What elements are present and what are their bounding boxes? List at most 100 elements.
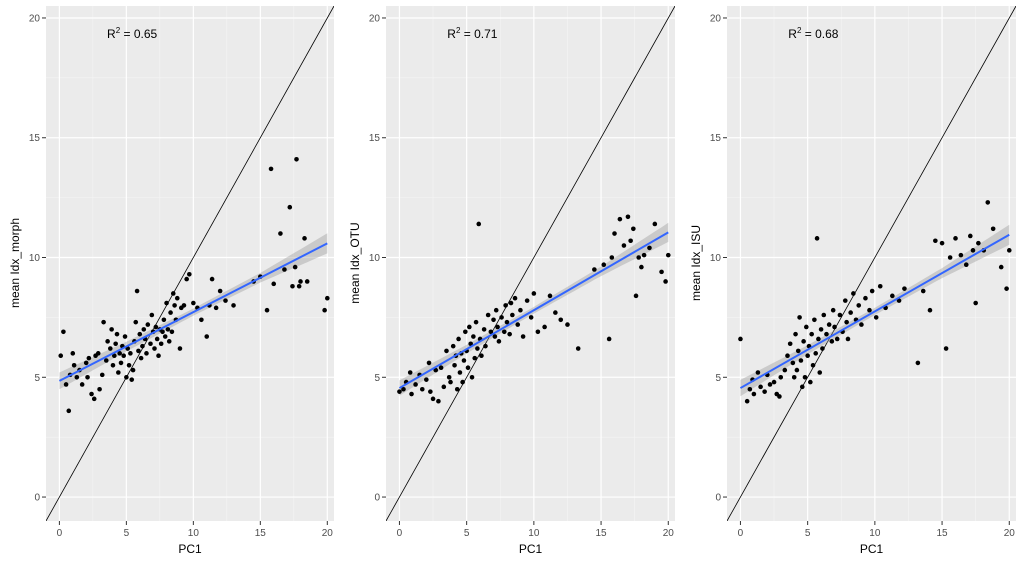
x-tick-label: 10 — [188, 528, 200, 539]
data-point — [97, 386, 102, 392]
data-point — [821, 312, 827, 318]
data-point — [808, 379, 813, 385]
data-point — [156, 353, 161, 359]
y-tick-label: 15 — [29, 133, 41, 144]
data-point — [665, 252, 671, 258]
scatter-panel-otu: mean Idx_OTU 0 5 10 15 20 0 5 10 15 20 R2 = 0.71 PC… — [348, 6, 675, 556]
data-point — [496, 339, 502, 344]
data-point — [118, 360, 124, 366]
data-point — [433, 367, 439, 373]
data-point — [128, 351, 133, 356]
data-point — [160, 329, 165, 335]
data-point — [204, 334, 210, 339]
x-tick-label: 0 — [57, 528, 63, 539]
data-point — [456, 336, 461, 342]
data-point — [430, 396, 436, 402]
data-point — [287, 204, 293, 210]
r-squared-value: = 0.71 — [460, 27, 497, 41]
x-axis-label: PC1 — [178, 542, 202, 556]
data-point — [848, 310, 853, 315]
data-point — [518, 307, 523, 313]
data-point — [798, 358, 804, 363]
data-point — [609, 255, 615, 260]
data-point — [863, 295, 868, 301]
data-point — [83, 360, 89, 366]
data-point — [617, 216, 623, 222]
data-point — [639, 264, 644, 270]
y-tick-label: 20 — [29, 13, 41, 24]
data-point — [170, 291, 176, 296]
data-point — [767, 382, 773, 387]
data-point — [450, 343, 456, 349]
data-point — [191, 300, 196, 306]
data-point — [805, 353, 810, 359]
data-point — [290, 283, 295, 289]
data-point — [631, 226, 636, 232]
data-point — [101, 319, 106, 325]
y-tick-label: 5 — [374, 373, 380, 384]
data-point — [778, 374, 784, 380]
y-tick-label: 0 — [374, 493, 380, 504]
data-point — [426, 360, 432, 366]
data-point — [943, 346, 949, 351]
data-point — [413, 382, 418, 387]
data-point — [762, 389, 767, 394]
data-point — [832, 324, 837, 330]
r-squared-superscript: 2 — [456, 26, 461, 35]
data-point — [920, 288, 926, 294]
data-point — [512, 295, 518, 301]
data-point — [121, 353, 126, 359]
data-point — [109, 327, 114, 332]
data-point — [565, 322, 570, 327]
data-point — [842, 298, 848, 303]
data-point — [503, 303, 508, 308]
data-point — [856, 303, 862, 308]
data-point — [174, 295, 180, 301]
ylabel-morph: mean Idx_morph — [8, 218, 22, 308]
x-tick-label: 10 — [528, 528, 540, 539]
data-point — [181, 303, 187, 308]
data-point — [66, 408, 72, 414]
x-tick-label: 15 — [255, 528, 267, 539]
data-point — [217, 288, 223, 294]
data-point — [85, 374, 90, 380]
r-squared-annotation: R2 = 0.71 — [447, 26, 497, 41]
data-point — [296, 283, 302, 289]
data-point — [441, 384, 447, 390]
data-point — [515, 322, 521, 327]
data-point — [61, 329, 66, 335]
data-point — [801, 339, 806, 344]
data-point — [535, 329, 541, 335]
y-tick-label: 10 — [29, 253, 41, 264]
data-point — [322, 307, 327, 313]
data-point — [149, 312, 155, 318]
data-point — [547, 293, 553, 299]
r-squared-base: R — [447, 27, 456, 41]
data-point — [278, 231, 283, 236]
data-point — [136, 348, 141, 354]
data-point — [475, 346, 480, 351]
data-point — [785, 353, 790, 359]
scatter-panel-morph: mean Idx_morph 0 5 10 15 20 0 5 10 15 20 R2 = 0.65… — [8, 6, 334, 556]
data-point — [625, 214, 631, 220]
data-point — [264, 307, 270, 313]
data-point — [845, 336, 851, 342]
data-point — [859, 322, 864, 327]
data-point — [409, 391, 414, 397]
data-point — [471, 334, 476, 339]
data-point — [141, 327, 147, 332]
data-point — [575, 346, 581, 351]
identity-line — [46, 6, 334, 521]
data-point — [501, 329, 507, 335]
data-point — [802, 374, 808, 380]
data-point — [95, 351, 101, 356]
ylabel-isu: mean Idx_ISU — [689, 225, 703, 301]
data-point — [933, 238, 938, 244]
scatter-panel-isu: mean Idx_ISU 0 5 10 15 20 0 5 10 15 20 R2 = 0.68 PC… — [689, 6, 1016, 556]
data-point — [492, 334, 498, 339]
data-point — [804, 324, 809, 330]
data-point — [837, 312, 843, 318]
data-point — [817, 370, 823, 375]
data-point — [472, 355, 478, 361]
data-point — [122, 334, 128, 339]
